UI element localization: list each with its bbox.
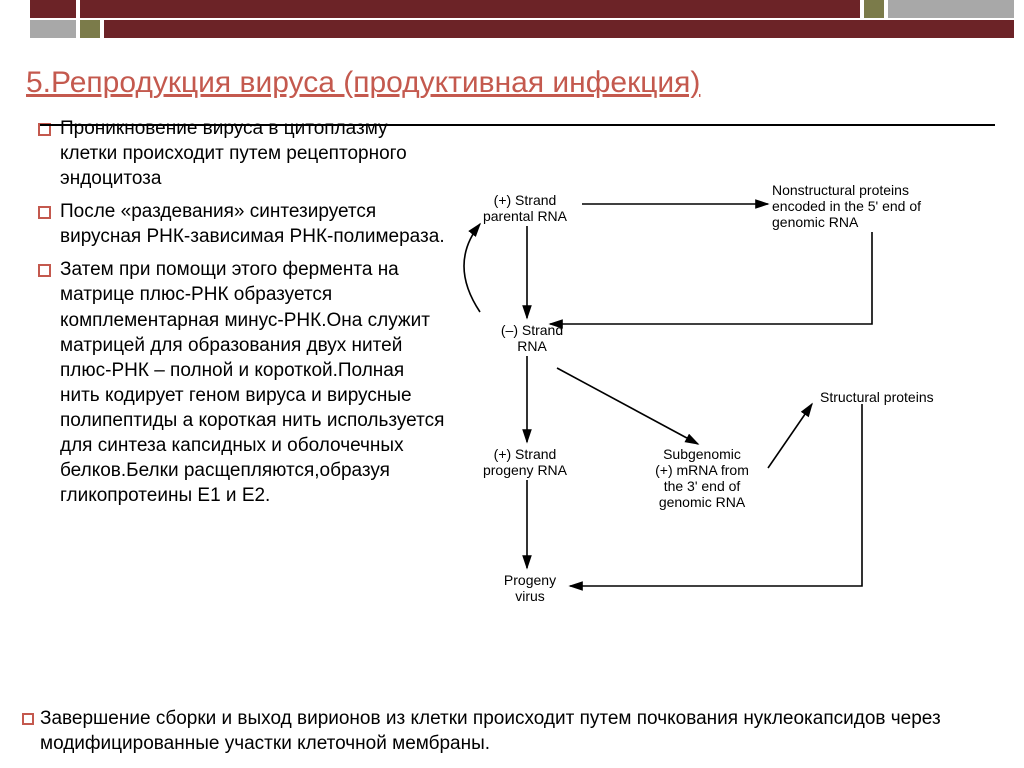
bar-segment — [80, 0, 860, 18]
title-underline-rule — [40, 124, 995, 126]
diagram-node-progeny: (+) Strand progeny RNA — [470, 446, 580, 478]
bar-segment — [888, 0, 1014, 18]
diagram-node-subgen: Subgenomic (+) mRNA from the 3' end of g… — [637, 446, 767, 510]
diagram-arrow — [768, 404, 812, 468]
diagram-node-nonstruct: Nonstructural proteins encoded in the 5'… — [772, 182, 992, 230]
bar-segment — [864, 0, 884, 18]
diagram-node-struct: Structural proteins — [820, 389, 980, 405]
bar-segment — [30, 0, 76, 18]
bar-segment — [80, 20, 100, 38]
diagram-arrow — [464, 224, 480, 312]
footer-bullet: Завершение сборки и выход вирионов из кл… — [22, 706, 1002, 756]
diagram-node-parental: (+) Strand parental RNA — [470, 192, 580, 224]
footer-text: Завершение сборки и выход вирионов из кл… — [40, 708, 941, 754]
list-item: После «раздевания» синтезируется вирусна… — [38, 199, 448, 249]
bar-segment — [30, 20, 76, 38]
slide-title: 5.Репродукция вируса (продуктивная инфек… — [26, 66, 1006, 100]
replication-diagram: (+) Strand parental RNA Nonstructural pro… — [442, 114, 1006, 594]
diagram-node-minus: (–) Strand RNA — [492, 322, 572, 354]
diagram-arrow — [550, 232, 872, 324]
list-item: Затем при помощи этого фермента на матри… — [38, 257, 448, 508]
decorative-top-bars — [0, 0, 1024, 46]
diagram-arrow — [557, 368, 698, 444]
bar-segment — [104, 20, 1014, 38]
list-item: Проникновение вируса в цитоплазму клетки… — [38, 116, 448, 191]
slide-content: 5.Репродукция вируса (продуктивная инфек… — [0, 60, 1024, 768]
diagram-node-pvirus: Progeny virus — [494, 572, 566, 604]
bullet-list-area: Проникновение вируса в цитоплазму клетки… — [18, 114, 448, 516]
